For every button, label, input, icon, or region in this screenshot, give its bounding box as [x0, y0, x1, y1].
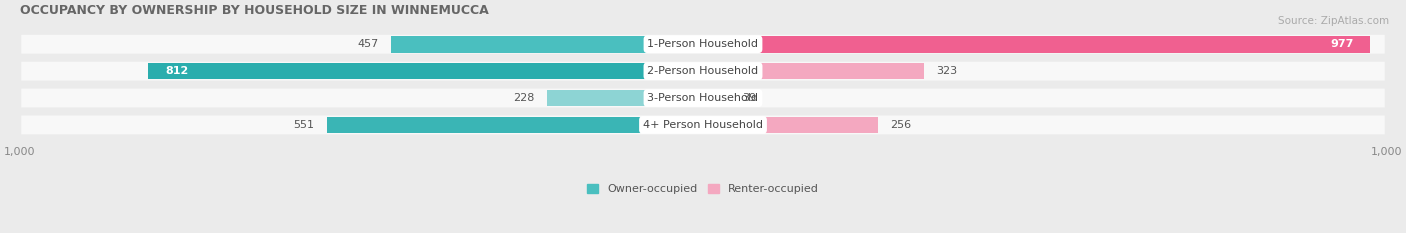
FancyBboxPatch shape: [21, 35, 1385, 54]
FancyBboxPatch shape: [21, 62, 1385, 81]
Bar: [391, 36, 703, 53]
Text: 39: 39: [742, 93, 756, 103]
Text: 812: 812: [166, 66, 188, 76]
Legend: Owner-occupied, Renter-occupied: Owner-occupied, Renter-occupied: [586, 184, 820, 194]
Text: 2-Person Household: 2-Person Household: [647, 66, 759, 76]
Bar: [149, 63, 703, 79]
FancyBboxPatch shape: [21, 89, 1385, 107]
Text: 977: 977: [1330, 39, 1354, 49]
Bar: [703, 90, 730, 106]
Text: 323: 323: [936, 66, 957, 76]
Text: Source: ZipAtlas.com: Source: ZipAtlas.com: [1278, 16, 1389, 26]
Bar: [703, 36, 1371, 53]
Bar: [547, 90, 703, 106]
Bar: [703, 116, 877, 133]
Text: 228: 228: [513, 93, 534, 103]
Text: 551: 551: [294, 120, 315, 130]
FancyBboxPatch shape: [21, 116, 1385, 134]
Bar: [326, 116, 703, 133]
Bar: [703, 63, 924, 79]
Text: 4+ Person Household: 4+ Person Household: [643, 120, 763, 130]
Text: 256: 256: [890, 120, 911, 130]
Text: 457: 457: [357, 39, 378, 49]
Text: 1-Person Household: 1-Person Household: [648, 39, 758, 49]
Text: 3-Person Household: 3-Person Household: [648, 93, 758, 103]
Text: OCCUPANCY BY OWNERSHIP BY HOUSEHOLD SIZE IN WINNEMUCCA: OCCUPANCY BY OWNERSHIP BY HOUSEHOLD SIZE…: [20, 4, 489, 17]
